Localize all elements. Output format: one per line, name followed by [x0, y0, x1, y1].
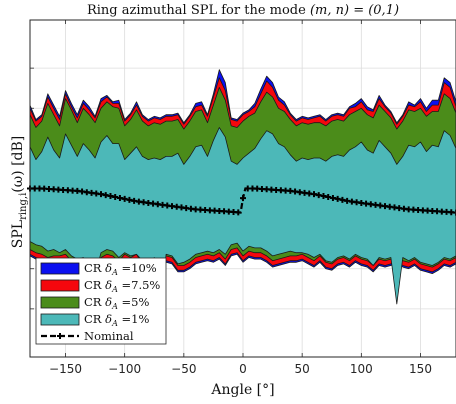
legend-label: CR δA =1%	[84, 312, 149, 328]
x-tick-label: −150	[49, 362, 82, 376]
legend-marker	[57, 333, 63, 339]
x-tick-label: 100	[350, 362, 373, 376]
x-tick-label: 0	[239, 362, 247, 376]
legend-label: CR δA =5%	[84, 295, 149, 311]
legend-label: Nominal	[84, 329, 134, 343]
x-axis-label: Angle [°]	[210, 382, 274, 398]
nominal-marker	[453, 209, 456, 216]
legend: CR δA =10%CR δA =7.5%CR δA =5%CR δA =1%N…	[35, 257, 167, 345]
x-tick-label: −50	[171, 362, 196, 376]
x-tick-label: 150	[409, 362, 432, 376]
series-bands	[29, 69, 456, 310]
x-tick-label: −100	[108, 362, 141, 376]
x-tick-labels: −150 −100 −50 0 50 100 150	[49, 362, 432, 376]
band-cr-a-1-	[29, 127, 456, 310]
legend-label: CR δA =7.5%	[84, 278, 160, 294]
chart-title: Ring azimuthal SPL for the mode (m, n) =…	[87, 3, 399, 18]
axes-frame	[29, 19, 456, 358]
legend-swatch	[40, 296, 80, 309]
x-tick-label: 50	[295, 362, 310, 376]
y-axis-label: SPLring,i(ω) [dB]	[10, 136, 29, 248]
legend-swatch	[40, 279, 80, 292]
legend-swatch	[40, 313, 80, 326]
nominal-marker	[240, 195, 246, 202]
plot-area	[27, 19, 456, 358]
legend-label: CR δA =10%	[84, 261, 157, 277]
nominal-marker	[235, 209, 242, 216]
legend-swatch	[40, 262, 80, 275]
nominal-series	[27, 185, 456, 216]
